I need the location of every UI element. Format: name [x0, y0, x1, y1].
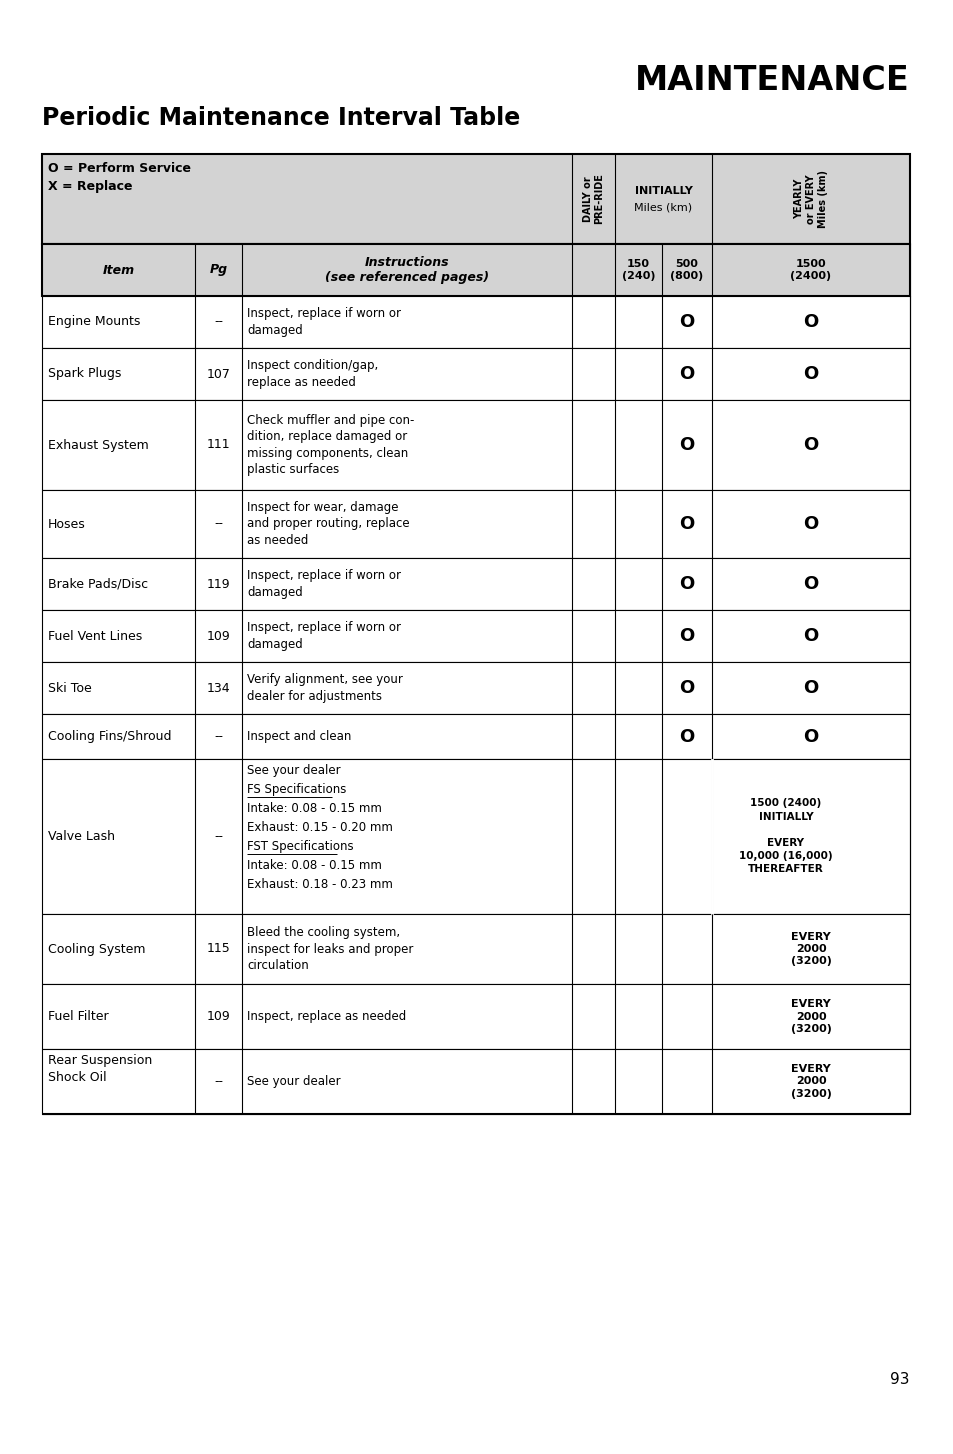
Text: Periodic Maintenance Interval Table: Periodic Maintenance Interval Table — [42, 106, 519, 129]
Text: 111: 111 — [207, 439, 230, 452]
Text: O: O — [679, 365, 694, 382]
Bar — [42, 558, 909, 611]
Text: Fuel Filter: Fuel Filter — [48, 1011, 109, 1024]
Text: See your dealer: See your dealer — [247, 1075, 340, 1088]
Bar — [42, 759, 909, 915]
Text: Hoses: Hoses — [48, 518, 86, 531]
Text: O: O — [679, 727, 694, 746]
Text: EVERY
2000
(3200): EVERY 2000 (3200) — [790, 1064, 831, 1099]
Text: Inspect, replace if worn or
damaged: Inspect, replace if worn or damaged — [247, 621, 400, 651]
Text: Bleed the cooling system,
inspect for leaks and proper
circulation: Bleed the cooling system, inspect for le… — [247, 926, 413, 973]
Text: O: O — [802, 727, 818, 746]
Text: YEARLY
or EVERY
Miles (km): YEARLY or EVERY Miles (km) — [794, 170, 827, 228]
Text: Verify alignment, see your
dealer for adjustments: Verify alignment, see your dealer for ad… — [247, 673, 402, 702]
Text: Exhaust System: Exhaust System — [48, 439, 149, 452]
Bar — [42, 490, 909, 558]
Text: --: -- — [213, 830, 223, 843]
Text: Check muffler and pipe con-
dition, replace damaged or
missing components, clean: Check muffler and pipe con- dition, repl… — [247, 414, 414, 477]
Text: Inspect for wear, damage
and proper routing, replace
as needed: Inspect for wear, damage and proper rout… — [247, 502, 409, 547]
Text: Intake: 0.08 - 0.15 mm: Intake: 0.08 - 0.15 mm — [247, 803, 381, 816]
Bar — [42, 297, 909, 348]
Bar — [42, 154, 909, 244]
Text: O: O — [802, 679, 818, 696]
Text: 1500 (2400)
INITIALLY

EVERY
10,000 (16,000)
THEREAFTER: 1500 (2400) INITIALLY EVERY 10,000 (16,0… — [739, 798, 832, 874]
Text: O: O — [802, 313, 818, 332]
Text: DAILY or
PRE-RIDE: DAILY or PRE-RIDE — [582, 173, 603, 224]
Text: --: -- — [213, 518, 223, 531]
Bar — [42, 400, 909, 490]
Text: O: O — [802, 365, 818, 382]
Bar — [42, 244, 909, 297]
Text: 134: 134 — [207, 682, 230, 695]
Text: --: -- — [213, 316, 223, 329]
Text: MAINTENANCE: MAINTENANCE — [635, 64, 909, 97]
Text: 500
(800): 500 (800) — [670, 259, 703, 281]
Bar — [42, 984, 909, 1048]
Text: Valve Lash: Valve Lash — [48, 830, 115, 843]
Text: O: O — [802, 574, 818, 593]
Text: O: O — [802, 436, 818, 454]
Text: 119: 119 — [207, 577, 230, 590]
Text: Spark Plugs: Spark Plugs — [48, 368, 121, 381]
Text: Ski Toe: Ski Toe — [48, 682, 91, 695]
Text: Exhaust: 0.15 - 0.20 mm: Exhaust: 0.15 - 0.20 mm — [247, 822, 393, 835]
Text: Cooling Fins/Shroud: Cooling Fins/Shroud — [48, 730, 172, 743]
Text: X = Replace: X = Replace — [48, 180, 132, 193]
Text: --: -- — [213, 730, 223, 743]
Text: FS Specifications: FS Specifications — [247, 784, 346, 795]
Text: Inspect, replace if worn or
damaged: Inspect, replace if worn or damaged — [247, 570, 400, 599]
Text: Inspect, replace if worn or
damaged: Inspect, replace if worn or damaged — [247, 307, 400, 337]
Text: Fuel Vent Lines: Fuel Vent Lines — [48, 630, 142, 643]
Text: O: O — [679, 515, 694, 534]
Text: Pg: Pg — [210, 263, 228, 276]
Text: Inspect and clean: Inspect and clean — [247, 730, 351, 743]
Text: Instructions
(see referenced pages): Instructions (see referenced pages) — [325, 256, 489, 284]
Text: Rear Suspension
Shock Oil: Rear Suspension Shock Oil — [48, 1054, 152, 1085]
Text: Inspect, replace as needed: Inspect, replace as needed — [247, 1011, 406, 1024]
Text: Engine Mounts: Engine Mounts — [48, 316, 140, 329]
Bar — [42, 1048, 909, 1114]
Text: EVERY
2000
(3200): EVERY 2000 (3200) — [790, 999, 831, 1034]
Text: Inspect condition/gap,
replace as needed: Inspect condition/gap, replace as needed — [247, 359, 377, 388]
Bar — [42, 611, 909, 662]
Text: O: O — [679, 436, 694, 454]
Text: 109: 109 — [207, 1011, 230, 1024]
Text: 109: 109 — [207, 630, 230, 643]
Text: Cooling System: Cooling System — [48, 942, 146, 955]
Text: 107: 107 — [207, 368, 231, 381]
Text: 93: 93 — [889, 1371, 909, 1387]
Text: Brake Pads/Disc: Brake Pads/Disc — [48, 577, 148, 590]
Text: 1500
(2400): 1500 (2400) — [790, 259, 831, 281]
Text: --: -- — [213, 1075, 223, 1088]
Text: O = Perform Service: O = Perform Service — [48, 161, 191, 174]
Text: O: O — [802, 627, 818, 646]
Bar — [42, 662, 909, 714]
Text: 115: 115 — [207, 942, 230, 955]
Text: O: O — [802, 515, 818, 534]
Bar — [42, 915, 909, 984]
Text: 150
(240): 150 (240) — [621, 259, 655, 281]
Text: Intake: 0.08 - 0.15 mm: Intake: 0.08 - 0.15 mm — [247, 859, 381, 872]
Text: O: O — [679, 574, 694, 593]
Text: O: O — [679, 313, 694, 332]
Text: See your dealer: See your dealer — [247, 763, 340, 776]
Text: O: O — [679, 679, 694, 696]
Text: Miles (km): Miles (km) — [634, 202, 692, 212]
Bar — [42, 348, 909, 400]
Text: EVERY
2000
(3200): EVERY 2000 (3200) — [790, 932, 831, 967]
Bar — [42, 714, 909, 759]
Text: FST Specifications: FST Specifications — [247, 840, 354, 853]
Text: Item: Item — [102, 263, 134, 276]
Text: O: O — [679, 627, 694, 646]
Text: INITIALLY: INITIALLY — [634, 186, 692, 196]
Text: Exhaust: 0.18 - 0.23 mm: Exhaust: 0.18 - 0.23 mm — [247, 878, 393, 891]
